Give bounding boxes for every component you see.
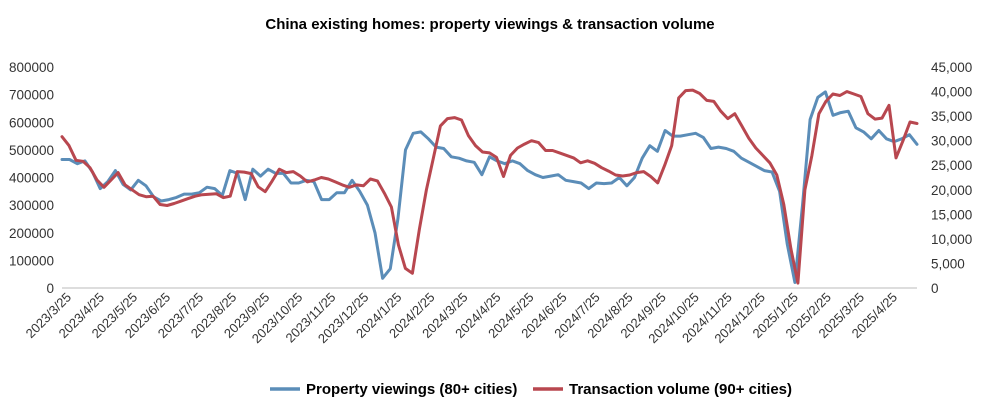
right-y-tick-label: 5,000	[931, 256, 965, 271]
right-y-tick-label: 35,000	[931, 109, 972, 124]
left-y-axis: 0 100000 200000 300000 400000 500000 600000 700…	[9, 60, 54, 296]
legend-label: Property viewings (80+ cities)	[306, 381, 517, 398]
left-y-tick-label: 300000	[9, 198, 54, 213]
series-line-transaction-volume	[60, 88, 919, 285]
right-y-tick-label: 10,000	[931, 232, 972, 247]
right-y-tick-label: 30,000	[931, 134, 972, 149]
legend-label: Transaction volume (90+ cities)	[569, 381, 792, 398]
legend: Property viewings (80+ cities) Transactio…	[270, 381, 792, 398]
right-y-tick-label: 0	[931, 281, 939, 296]
right-y-tick-label: 45,000	[931, 60, 972, 75]
series-line-property-viewings	[60, 90, 919, 284]
right-y-tick-label: 20,000	[931, 183, 972, 198]
left-y-tick-label: 0	[46, 281, 54, 296]
chart-title: China existing homes: property viewings …	[265, 16, 714, 33]
right-y-tick-label: 15,000	[931, 207, 972, 222]
right-y-axis: 0 5,000 10,000 15,000 20,000 25,000 30,000 35,0…	[931, 60, 972, 296]
right-y-tick-label: 40,000	[931, 85, 972, 100]
left-y-tick-label: 700000	[9, 88, 54, 103]
left-y-tick-label: 200000	[9, 226, 54, 241]
left-y-tick-label: 400000	[9, 171, 54, 186]
left-y-tick-label: 800000	[9, 60, 54, 75]
left-y-tick-label: 600000	[9, 115, 54, 130]
left-y-tick-label: 100000	[9, 253, 54, 268]
left-y-tick-label: 500000	[9, 143, 54, 158]
series-layer	[60, 88, 919, 285]
right-y-tick-label: 25,000	[931, 158, 972, 173]
x-axis: 2023/3/252023/4/252023/5/252023/6/252023…	[23, 287, 917, 346]
